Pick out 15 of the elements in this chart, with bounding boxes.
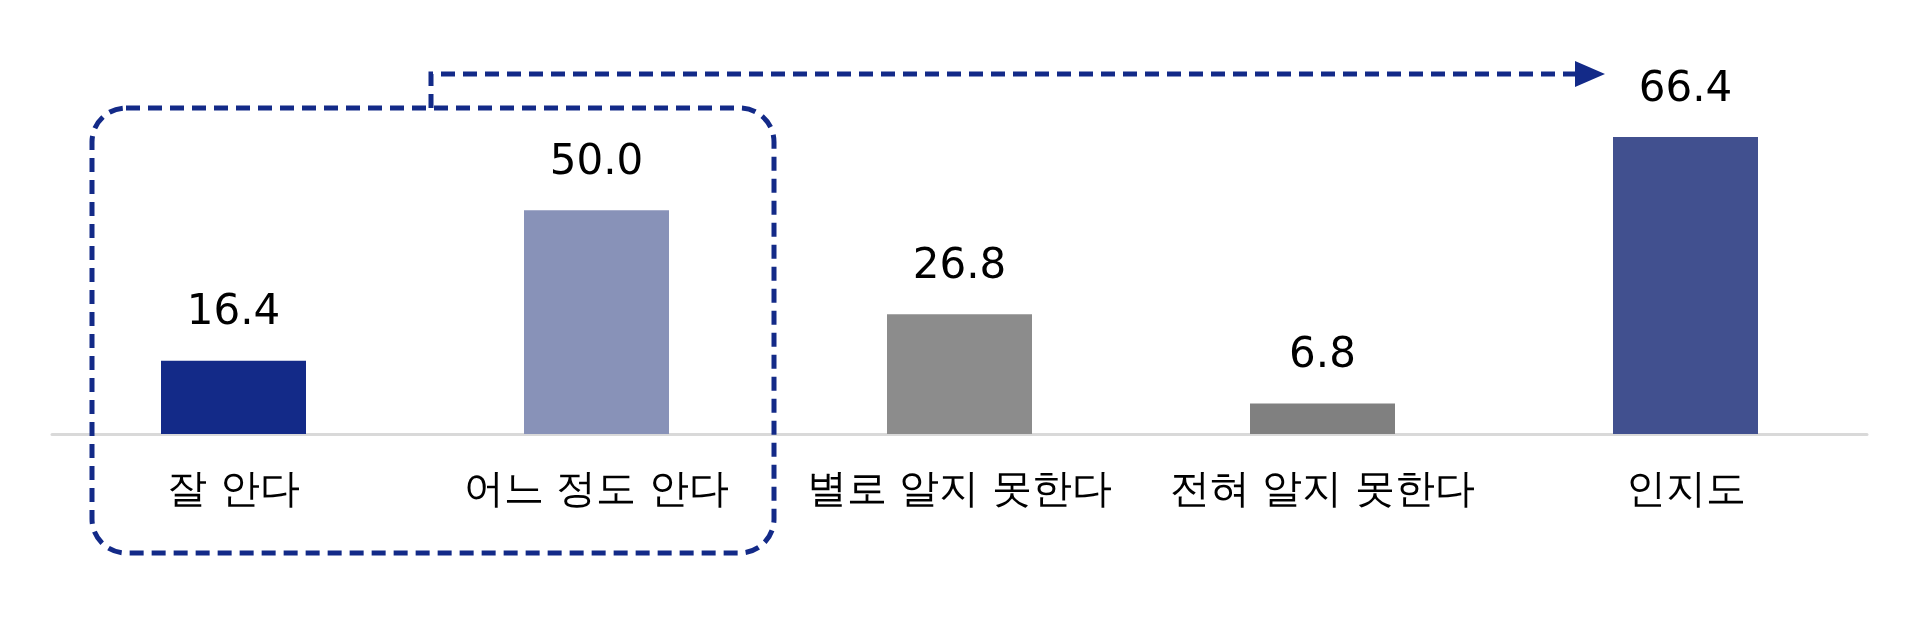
bar — [1613, 137, 1758, 434]
x-tick-label: 별로 알지 못한다 — [806, 465, 1113, 511]
bar — [1250, 403, 1395, 434]
data-label: 16.4 — [186, 285, 281, 335]
x-tick-label: 잘 안다 — [167, 465, 300, 511]
data-label: 66.4 — [1638, 61, 1733, 111]
data-label: 6.8 — [1289, 328, 1356, 378]
x-tick-label: 전혀 알지 못한다 — [1169, 465, 1476, 511]
x-tick-label: 어느 정도 안다 — [463, 465, 730, 511]
data-label: 50.0 — [549, 134, 644, 184]
bar — [524, 210, 669, 434]
bar — [887, 314, 1032, 434]
data-label: 26.8 — [912, 238, 1007, 288]
x-tick-label: 인지도 — [1625, 465, 1746, 511]
bar — [161, 360, 306, 434]
